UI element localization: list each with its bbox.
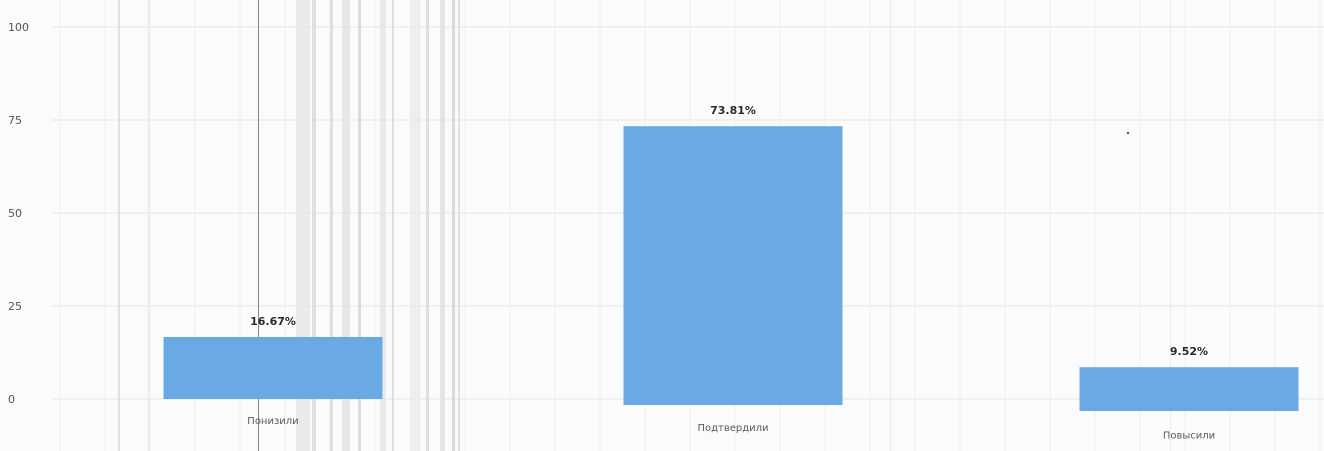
- scan-speck: [1126, 131, 1130, 135]
- labels: 16.67% Понизили 73.81% Подтвердили 9.52% Повы…: [247, 104, 1215, 441]
- y-axis: 0 25 50 75 100: [8, 21, 29, 406]
- scan-stripe: [380, 0, 386, 451]
- y-tick-label-0: 0: [8, 393, 15, 406]
- bar-2: [623, 126, 843, 405]
- scan-stripe: [358, 0, 361, 451]
- scan-stripe: [148, 0, 149, 451]
- y-tick-label-100: 100: [8, 21, 29, 34]
- scan-stripe: [426, 0, 429, 451]
- y-tick-label-75: 75: [8, 114, 22, 127]
- scan-stripe: [440, 0, 445, 451]
- scan-stripe: [118, 0, 120, 451]
- scan-stripe: [330, 0, 333, 451]
- bar-1: [163, 336, 383, 399]
- scan-stripe: [1170, 0, 1171, 451]
- data-label-2: 73.81%: [710, 104, 756, 117]
- category-label-2: Подтвердили: [697, 423, 768, 434]
- scan-stripe: [312, 0, 316, 451]
- category-label-1: Понизили: [247, 416, 298, 427]
- scan-stripe: [258, 0, 259, 451]
- data-label-1: 16.67%: [250, 315, 296, 328]
- scan-stripe: [452, 0, 455, 451]
- scan-stripe: [342, 0, 350, 451]
- bar-3: [1079, 367, 1299, 411]
- category-label-3: Повысили: [1163, 430, 1215, 441]
- scan-stripe: [458, 0, 460, 451]
- scan-stripe: [410, 0, 420, 451]
- y-tick-label-25: 25: [8, 300, 22, 313]
- data-label-3: 9.52%: [1170, 345, 1208, 358]
- y-tick-label-50: 50: [8, 207, 22, 220]
- scan-stripe: [392, 0, 394, 451]
- scan-stripe: [890, 0, 891, 451]
- bars: [163, 126, 1299, 411]
